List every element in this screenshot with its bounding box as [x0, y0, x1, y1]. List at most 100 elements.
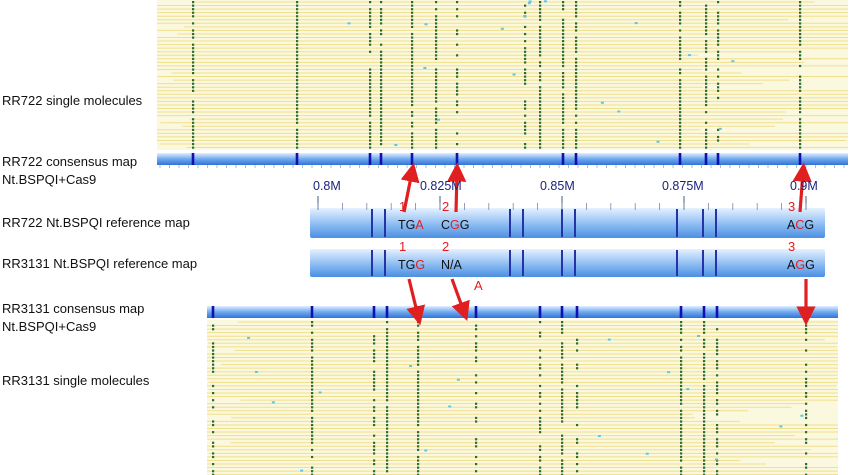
- label-dot: [716, 374, 718, 376]
- label-dot: [386, 428, 388, 430]
- label-dot: [411, 100, 413, 102]
- label-dot: [369, 68, 371, 70]
- label-dot: [805, 442, 807, 444]
- label-dot: [539, 111, 541, 113]
- label-dot: [369, 72, 371, 74]
- label-dot: [435, 139, 437, 141]
- label-dot: [456, 72, 458, 74]
- label-dot: [417, 364, 419, 366]
- label-dot: [456, 76, 458, 78]
- label-dot: [524, 68, 526, 70]
- label-dot: [680, 388, 682, 390]
- label-dot: [680, 438, 682, 440]
- label-dot: [417, 438, 419, 440]
- label-dot: [369, 33, 371, 35]
- label-dot: [799, 40, 801, 42]
- label-dot: [562, 58, 564, 60]
- label-dot: [575, 122, 577, 124]
- label-dot: [805, 378, 807, 380]
- label-dot: [417, 470, 419, 472]
- label-dot: [539, 456, 541, 458]
- reference-site-mark: [702, 209, 704, 237]
- label-dot: [805, 463, 807, 465]
- noise-dot: [347, 22, 350, 24]
- label-dot: [380, 72, 382, 74]
- label-dot: [212, 328, 214, 330]
- noise-dot: [601, 102, 604, 104]
- label-dot: [562, 1, 564, 3]
- label-dot: [561, 410, 563, 412]
- site-number-2: 2: [442, 239, 449, 254]
- label-dot: [373, 399, 375, 401]
- label-dot: [575, 139, 577, 141]
- label-dot: [679, 22, 681, 24]
- label-dot: [296, 136, 298, 138]
- label-dot: [576, 438, 578, 440]
- label-dot: [417, 349, 419, 351]
- label-dot: [680, 424, 682, 426]
- noise-dot: [656, 141, 659, 143]
- label-dot: [705, 5, 707, 7]
- label-dot: [716, 403, 718, 405]
- noise-dot: [697, 335, 700, 337]
- reference-site-mark: [384, 209, 386, 237]
- label-dot: [680, 367, 682, 369]
- label-dot: [373, 406, 375, 408]
- label-dot: [561, 346, 563, 348]
- label-dot: [296, 22, 298, 24]
- label-dot: [311, 342, 313, 344]
- label-dot: [296, 12, 298, 14]
- label-dot: [296, 122, 298, 124]
- consensus-site-mark: [380, 153, 383, 165]
- label-dot: [705, 44, 707, 46]
- label-dot: [562, 147, 564, 149]
- label-dot: [562, 79, 564, 81]
- label-dot: [680, 364, 682, 366]
- label-dot: [561, 396, 563, 398]
- label-dot: [561, 374, 563, 376]
- label-dot: [680, 385, 682, 387]
- label-dot: [705, 47, 707, 49]
- label-dot: [703, 353, 705, 355]
- label-dot: [561, 388, 563, 390]
- label-dot: [411, 86, 413, 88]
- label-dot: [386, 349, 388, 351]
- label-dot: [417, 332, 419, 334]
- label-dot: [539, 115, 541, 117]
- label-dot: [411, 37, 413, 39]
- label-dot: [561, 442, 563, 444]
- noise-dot: [646, 453, 649, 455]
- label-dot: [805, 328, 807, 330]
- label-dot: [575, 129, 577, 131]
- label-dot: [435, 76, 437, 78]
- label-dot: [679, 108, 681, 110]
- label-dot: [411, 26, 413, 28]
- label-dot: [380, 33, 382, 35]
- consensus-site-mark: [799, 153, 802, 165]
- label-dot: [539, 428, 541, 430]
- label-dot: [703, 417, 705, 419]
- label-dot: [386, 467, 388, 469]
- label-dot: [562, 93, 564, 95]
- reference-site-mark: [702, 250, 704, 276]
- rr722-site-3-sequence: ACG: [787, 218, 814, 232]
- label-dot: [192, 61, 194, 63]
- consensus-site-mark: [717, 153, 720, 165]
- label-dot: [380, 122, 382, 124]
- label-dot: [524, 100, 526, 102]
- label-dot: [296, 132, 298, 134]
- label-dot: [386, 463, 388, 465]
- label-dot: [539, 122, 541, 124]
- label-dot: [435, 1, 437, 3]
- label-dot: [386, 420, 388, 422]
- consensus-site-mark: [562, 153, 565, 165]
- noise-dot: [513, 74, 516, 76]
- label-dot: [373, 452, 375, 454]
- label-dot: [539, 357, 541, 359]
- noise-dot: [272, 401, 275, 403]
- label-dot: [411, 143, 413, 145]
- label-dot: [562, 19, 564, 21]
- label-dot: [380, 100, 382, 102]
- label-dot: [373, 381, 375, 383]
